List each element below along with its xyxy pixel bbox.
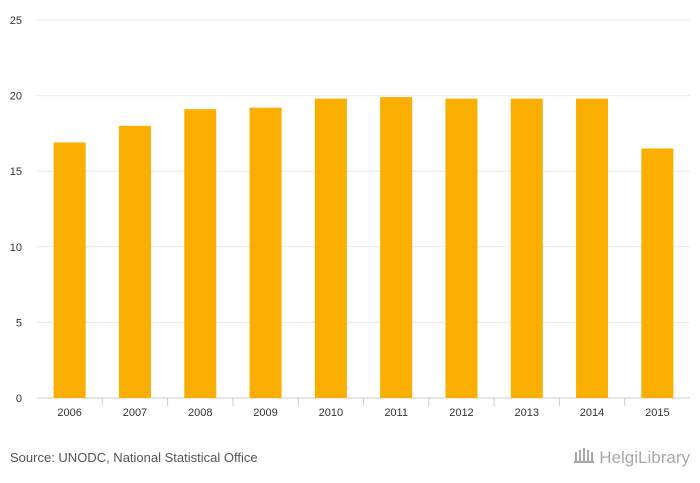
bar-2009	[249, 107, 282, 399]
y-tick-label: 15	[10, 166, 22, 178]
y-tick-label: 10	[10, 242, 22, 254]
x-tick-label: 2014	[580, 407, 604, 419]
y-tick-label: 25	[10, 15, 22, 27]
source-note: Source: UNODC, National Statistical Offi…	[10, 450, 258, 465]
bars	[53, 97, 674, 399]
library-building-icon	[573, 446, 595, 469]
x-tick-label: 2015	[645, 407, 669, 419]
x-tick-label: 2012	[449, 407, 473, 419]
x-tick-label: 2008	[188, 407, 212, 419]
bar-2012	[445, 98, 478, 399]
bar-2013	[510, 98, 543, 399]
x-axis-ticks: 2006 2007 2008 2009 2010 2011 2012 2013 2014 2015	[57, 398, 670, 419]
bar-2006	[53, 142, 86, 398]
bar-2008	[184, 109, 217, 398]
bar-2014	[576, 98, 609, 399]
x-tick-label: 2013	[515, 407, 539, 419]
brand-name: HelgiLibrary	[599, 447, 690, 467]
y-axis-ticks: 0 5 10 15 20 25	[10, 15, 22, 405]
y-tick-label: 0	[16, 393, 22, 405]
brand-logo: HelgiLibrary	[573, 446, 690, 469]
x-tick-label: 2010	[319, 407, 343, 419]
bar-2010	[314, 98, 347, 399]
x-tick-label: 2007	[123, 407, 147, 419]
y-tick-label: 5	[16, 317, 22, 329]
x-tick-label: 2011	[384, 407, 408, 419]
x-tick-label: 2009	[253, 407, 277, 419]
bar-2007	[118, 125, 151, 398]
bar-2011	[380, 97, 413, 398]
bar-2015	[641, 148, 674, 398]
y-tick-label: 20	[10, 91, 22, 103]
x-tick-label: 2006	[57, 407, 81, 419]
